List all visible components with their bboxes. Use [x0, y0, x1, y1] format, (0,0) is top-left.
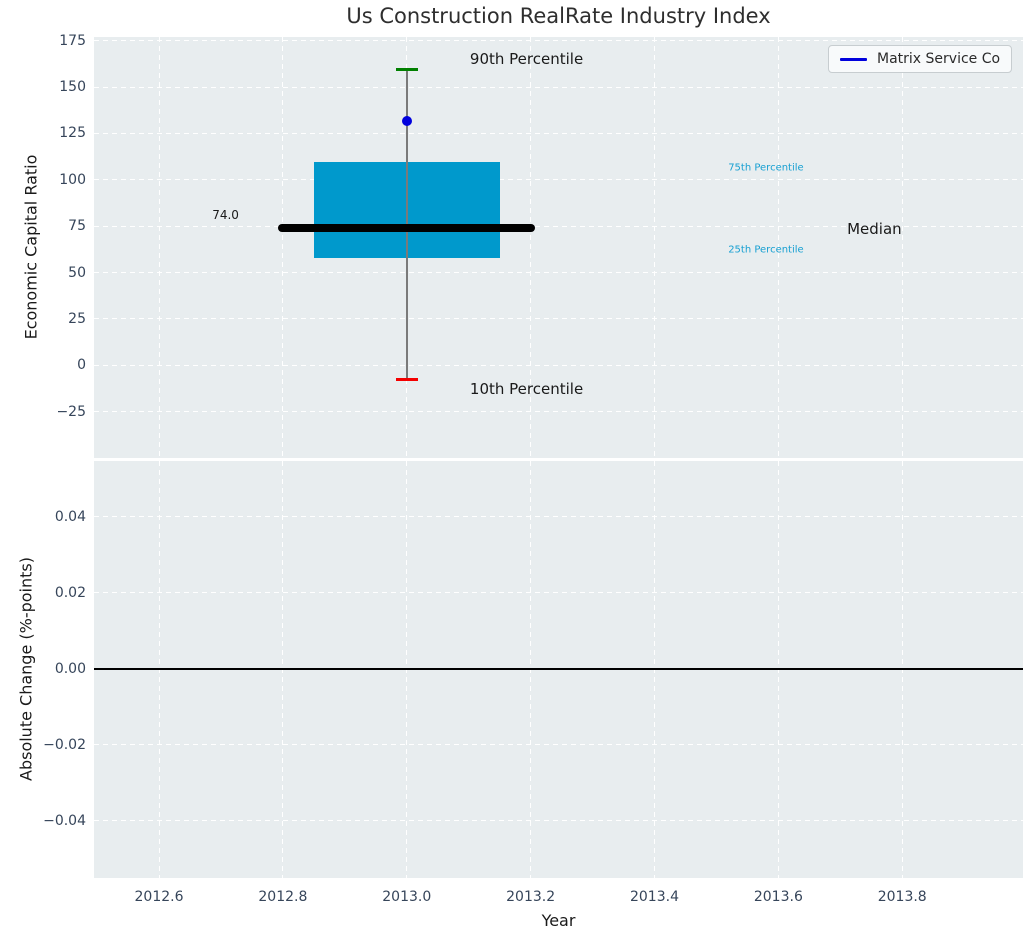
gridline-vertical	[777, 37, 779, 458]
y-tick-label: 75	[68, 218, 86, 235]
annotation-10th-percentile: 10th Percentile	[469, 380, 584, 398]
gridline-vertical	[282, 37, 284, 458]
legend-line-icon	[840, 57, 867, 61]
whisker-line-overlay	[406, 162, 408, 259]
y-tick-label: −0.04	[43, 812, 86, 829]
gridline-vertical	[530, 37, 532, 458]
x-tick-label: 2013.0	[382, 889, 432, 905]
p10-cap	[395, 377, 418, 381]
y-tick-label: 0	[77, 357, 86, 374]
gridline-horizontal	[94, 179, 1023, 181]
gridline-horizontal	[94, 225, 1023, 227]
legend-label: Matrix Service Co	[877, 51, 1001, 67]
annotation-75th-percentile: 75th Percentile	[728, 162, 804, 174]
y-tick-label: 0.04	[54, 508, 86, 525]
median-line	[278, 224, 536, 233]
chart-title: Us Construction RealRate Industry Index	[346, 4, 771, 28]
gridline-horizontal	[94, 272, 1023, 274]
axes-bottom-absolute-change	[94, 461, 1023, 878]
y-tick-label: 0.00	[54, 660, 86, 677]
gridline-horizontal	[94, 132, 1023, 134]
x-tick-label: 2013.2	[506, 889, 556, 905]
gridline-horizontal	[94, 318, 1023, 320]
gridline-vertical	[158, 37, 160, 458]
gridline-horizontal	[94, 820, 1023, 822]
y-tick-label: −25	[56, 403, 86, 420]
annotation-25th-percentile: 25th Percentile	[728, 244, 804, 256]
y-tick-label: 125	[59, 125, 86, 142]
gridline-vertical	[653, 37, 655, 458]
x-axis-label: Year	[541, 911, 576, 930]
x-tick-label: 2013.6	[753, 889, 803, 905]
company-marker	[401, 116, 412, 127]
annotation-90th-percentile: 90th Percentile	[469, 50, 584, 69]
gridline-horizontal	[94, 86, 1023, 88]
gridline-horizontal	[94, 40, 1023, 42]
annotation-median: Median	[847, 219, 902, 238]
annotation-74-0: 74.0	[212, 208, 239, 223]
gridline-horizontal	[94, 516, 1023, 518]
y-tick-label: 175	[59, 32, 86, 49]
y-tick-label: 50	[68, 264, 86, 281]
y-tick-label: 25	[68, 310, 86, 327]
y-tick-label: 0.02	[54, 584, 86, 601]
gridline-horizontal	[94, 411, 1023, 413]
gridline-horizontal	[94, 592, 1023, 594]
gridline-horizontal	[94, 744, 1023, 746]
y-tick-label: 150	[59, 79, 86, 96]
gridline-vertical	[901, 37, 903, 458]
x-tick-label: 2012.6	[134, 889, 184, 905]
legend: Matrix Service Co	[828, 45, 1013, 73]
p90-cap	[395, 68, 418, 72]
y-tick-label: −0.02	[43, 736, 86, 753]
axes-top-economic-capital-ratio	[94, 37, 1023, 458]
gridline-horizontal	[94, 364, 1023, 366]
x-tick-label: 2012.8	[258, 889, 308, 905]
y-tick-label: 100	[59, 171, 86, 188]
zero-line	[94, 667, 1023, 670]
x-tick-label: 2013.4	[629, 889, 679, 905]
x-tick-label: 2013.8	[877, 889, 927, 905]
